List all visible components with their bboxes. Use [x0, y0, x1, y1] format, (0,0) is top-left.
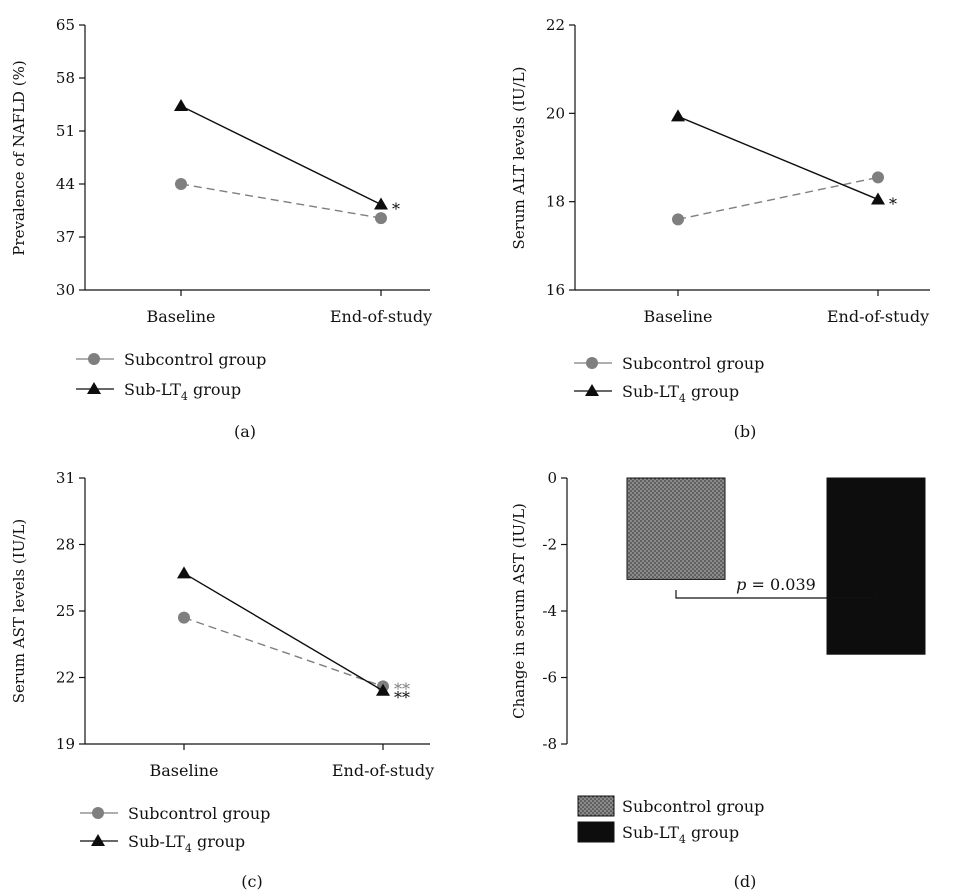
y-tick-label: 20 [546, 104, 565, 122]
y-tick-label: 30 [56, 281, 75, 299]
y-tick-label: 58 [56, 69, 75, 87]
legend-item: Sub-LT4 group [80, 832, 245, 855]
legend-swatch [577, 795, 615, 817]
x-tick-label: Baseline [644, 307, 713, 326]
y-tick-label: -8 [542, 735, 557, 753]
y-axis-label: Change in serum AST (IU/L) [510, 503, 528, 719]
data-point-circle [175, 178, 187, 190]
legend-label: Subcontrol group [622, 354, 764, 373]
bar-subcontrol [626, 477, 726, 580]
legend-marker [92, 807, 104, 819]
significance-marker: * [889, 194, 897, 213]
legend-marker [87, 382, 101, 394]
y-axis-label: Serum AST levels (IU/L) [10, 519, 28, 703]
bar-sub-lt4 [826, 477, 926, 655]
panel-caption: (c) [241, 872, 262, 891]
series-line [677, 115, 879, 201]
data-point-circle [375, 212, 387, 225]
x-tick-label: Baseline [150, 761, 219, 780]
series-line [180, 105, 382, 206]
legend-item: Subcontrol group [76, 350, 266, 369]
data-point-triangle [177, 566, 191, 579]
y-tick-label: -6 [542, 669, 557, 687]
legend-label: Subcontrol group [622, 797, 764, 816]
data-point-triangle [174, 99, 188, 112]
x-tick-label: End-of-study [827, 307, 929, 326]
x-tick-label: Baseline [147, 307, 216, 326]
y-axis-label: Prevalence of NAFLD (%) [10, 60, 28, 255]
legend-item: Sub-LT4 group [574, 382, 739, 405]
data-point-triangle [376, 683, 390, 696]
y-axis-label: Serum ALT levels (IU/L) [510, 67, 528, 250]
y-tick-label: 44 [56, 175, 75, 193]
legend-item: Sub-LT4 group [577, 821, 739, 846]
data-point-circle [178, 611, 190, 624]
panel-c: 19 22 25 28 31 Serum AST levels (IU/L) Baselin… [10, 469, 434, 891]
legend-swatch [577, 821, 615, 843]
x-tick-label: End-of-study [332, 761, 434, 780]
y-tick-label: 22 [546, 16, 565, 34]
y-tick-label: 25 [56, 602, 75, 620]
legend-item: Sub-LT4 group [76, 380, 241, 403]
y-tick-label: 19 [56, 735, 75, 753]
y-tick-label: 0 [547, 469, 557, 487]
legend-item: Subcontrol group [80, 804, 270, 823]
x-tick-label: End-of-study [330, 307, 432, 326]
panel-caption: (d) [734, 872, 757, 891]
significance-marker: ** [394, 688, 410, 707]
series-line [180, 183, 382, 219]
significance-marker: ** [394, 679, 410, 698]
data-point-circle [872, 171, 884, 184]
legend-label: Sub-LT4 group [128, 832, 245, 855]
y-tick-label: 16 [546, 281, 565, 299]
legend-marker [586, 357, 598, 369]
panel-b: 16 18 20 22 Serum ALT levels (IU/L) Baseline E… [510, 16, 930, 441]
y-tick-label: 28 [56, 536, 75, 554]
panel-d: 0 -2 -4 -6 -8 Change in serum AST (IU/L) p = 0… [510, 469, 926, 891]
legend-item: Subcontrol group [574, 354, 764, 373]
panel-a: 30 37 44 51 58 65 Prevalence of NAFLD (%) Basel… [10, 16, 432, 441]
y-tick-label: 18 [546, 193, 565, 211]
data-point-circle [672, 213, 684, 226]
p-value-label: p = 0.039 [736, 575, 816, 594]
legend-marker [91, 834, 105, 846]
data-point-triangle [871, 192, 885, 205]
y-tick-label: 31 [56, 469, 75, 487]
legend-label: Sub-LT4 group [124, 380, 241, 403]
legend-marker [88, 353, 100, 365]
legend-item: Subcontrol group [577, 795, 764, 817]
significance-marker: * [392, 199, 400, 218]
legend-label: Subcontrol group [124, 350, 266, 369]
panel-caption: (b) [734, 422, 757, 441]
y-tick-label: 51 [56, 122, 75, 140]
data-point-triangle [671, 109, 685, 122]
significance-bracket [675, 590, 877, 599]
legend-label: Sub-LT4 group [622, 382, 739, 405]
y-tick-label: -2 [542, 536, 557, 554]
legend-marker [585, 384, 599, 396]
series-line [183, 616, 384, 688]
y-tick-label: 37 [56, 228, 75, 246]
data-point-triangle [374, 197, 388, 210]
series-line [677, 176, 879, 221]
series-line [183, 572, 384, 692]
legend-label: Subcontrol group [128, 804, 270, 823]
panel-caption: (a) [234, 422, 256, 441]
y-tick-label: -4 [542, 602, 557, 620]
legend-label: Sub-LT4 group [622, 823, 739, 846]
y-tick-label: 22 [56, 669, 75, 687]
y-tick-label: 65 [56, 16, 75, 34]
